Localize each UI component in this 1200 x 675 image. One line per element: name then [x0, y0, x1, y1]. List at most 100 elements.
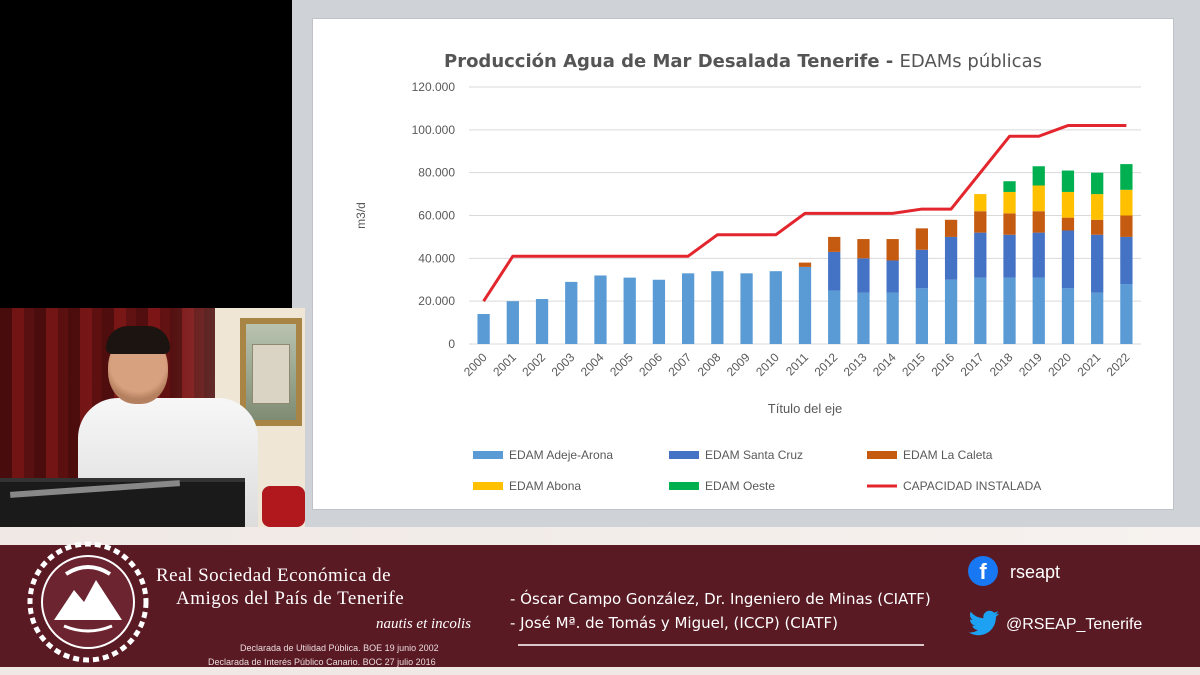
bar-segment [1091, 172, 1104, 195]
bar-segment [681, 273, 695, 344]
bar-segment [1120, 215, 1133, 237]
bar-segment [1061, 288, 1075, 344]
society-seal-logo [27, 541, 149, 663]
bar-segment [798, 266, 812, 344]
capacity-line [482, 124, 1127, 302]
bar-segment [769, 271, 782, 344]
bar-segment [1091, 234, 1104, 293]
legend-swatch [867, 451, 897, 459]
org-motto: nautis et incolis [376, 616, 471, 632]
painting [240, 318, 302, 426]
bar-segment [798, 262, 812, 267]
bar-segment [1120, 189, 1133, 216]
chart-title-main: Producción Agua de Mar Desalada Tenerife [444, 51, 880, 72]
x-tick-label: 2014 [870, 350, 899, 379]
x-axis-title: Título del eje [768, 401, 842, 416]
bar-segment [944, 236, 958, 280]
legend-label: EDAM Santa Cruz [705, 448, 803, 462]
blank-area [0, 0, 292, 308]
legend-swatch [473, 482, 503, 490]
chart-title-separator: - [879, 51, 900, 72]
x-tick-label: 2009 [724, 350, 753, 379]
bar-segment [974, 277, 987, 344]
legend-label: EDAM La Caleta [903, 448, 993, 462]
speaker-underline [518, 644, 924, 646]
legend-label: CAPACIDAD INSTALADA [903, 479, 1041, 493]
bar-segment [1032, 211, 1045, 233]
bar-segment [1003, 213, 1016, 235]
twitter-handle[interactable]: @RSEAP_Tenerife [1006, 616, 1143, 633]
bar-segment [623, 277, 636, 344]
y-tick-label: 40.000 [418, 251, 455, 265]
bar-segment [915, 228, 929, 250]
x-tick-label: 2001 [490, 350, 519, 379]
x-tick-label: 2002 [519, 350, 548, 379]
x-tick-label: 2006 [636, 350, 665, 379]
presentation-area: Producción Agua de Mar Desalada Tenerife… [292, 0, 1200, 527]
chair [262, 486, 305, 527]
x-tick-label: 2000 [461, 350, 490, 379]
legend-label: EDAM Adeje-Arona [509, 448, 613, 462]
bar-segment [1003, 181, 1016, 192]
speaker-name-1: - Óscar Campo González, Dr. Ingeniero de… [510, 590, 931, 608]
bar-segment [1061, 170, 1075, 192]
bar-segment [974, 194, 987, 212]
y-tick-label: 20.000 [418, 294, 455, 308]
x-tick-label: 2005 [607, 350, 636, 379]
bar-segment [1003, 191, 1016, 214]
org-name-line2: Amigos del País de Tenerife [176, 588, 405, 609]
x-tick-label: 2021 [1075, 350, 1104, 379]
banner-bottom-stripe [0, 667, 1200, 675]
x-tick-label: 2015 [899, 350, 928, 379]
bar-segment [886, 260, 899, 293]
legend-swatch [473, 451, 503, 459]
x-tick-label: 2003 [549, 350, 578, 379]
legend-swatch [669, 451, 699, 459]
bar-segment [477, 314, 490, 344]
twitter-icon[interactable] [968, 610, 1000, 638]
bar-segment [974, 232, 987, 278]
facebook-icon[interactable]: f [968, 556, 998, 586]
chart: 0 20.000 40.000 60.000 80.000 100.000 120.000 m… [354, 80, 1141, 493]
bar-segment [915, 288, 929, 344]
bar-segment [857, 292, 870, 344]
y-axis-title: m3/d [354, 202, 368, 229]
x-tick-label: 2013 [841, 350, 870, 379]
bar-segment [1091, 194, 1104, 220]
bar-segment [915, 249, 929, 289]
bar-segment [711, 271, 724, 344]
slide: Producción Agua de Mar Desalada Tenerife… [312, 18, 1174, 510]
chart-title: Producción Agua de Mar Desalada Tenerife… [313, 51, 1173, 72]
x-tick-label: 2008 [695, 350, 724, 379]
banner-stripe [0, 527, 1200, 545]
bar-segment [1032, 166, 1045, 186]
facebook-handle[interactable]: rseapt [1010, 562, 1061, 582]
bar-segment [565, 281, 578, 344]
bar-segment [1061, 230, 1075, 289]
declaration-2: Declarada de Interés Público Canario. BO… [208, 657, 436, 667]
x-tick-label: 2019 [1016, 350, 1045, 379]
bar-segment [652, 279, 666, 344]
bar-segment [1091, 292, 1104, 344]
x-tick-label: 2004 [578, 350, 607, 379]
bar-segment [944, 279, 958, 344]
bar-segment [828, 251, 841, 291]
x-tick-label: 2018 [987, 350, 1016, 379]
bar-segment [1120, 164, 1133, 190]
bar-segment [1003, 234, 1016, 278]
bar-segment [828, 236, 841, 252]
y-tick-label: 100.000 [412, 123, 456, 137]
legend-label: EDAM Oeste [705, 479, 775, 493]
lower-banner [0, 527, 1200, 675]
x-tick-label: 2011 [783, 350, 811, 378]
speaker-hair [106, 326, 170, 354]
bar-segment [857, 258, 870, 293]
bar-segment [1061, 191, 1075, 218]
bar-segment [1032, 185, 1045, 212]
chart-title-sub: EDAMs públicas [899, 51, 1042, 72]
bar-segment [506, 301, 519, 344]
declaration-1: Declarada de Utilidad Pública. BOE 19 ju… [240, 643, 439, 653]
bar-segment [1032, 277, 1045, 344]
x-tick-label: 2016 [928, 350, 957, 379]
